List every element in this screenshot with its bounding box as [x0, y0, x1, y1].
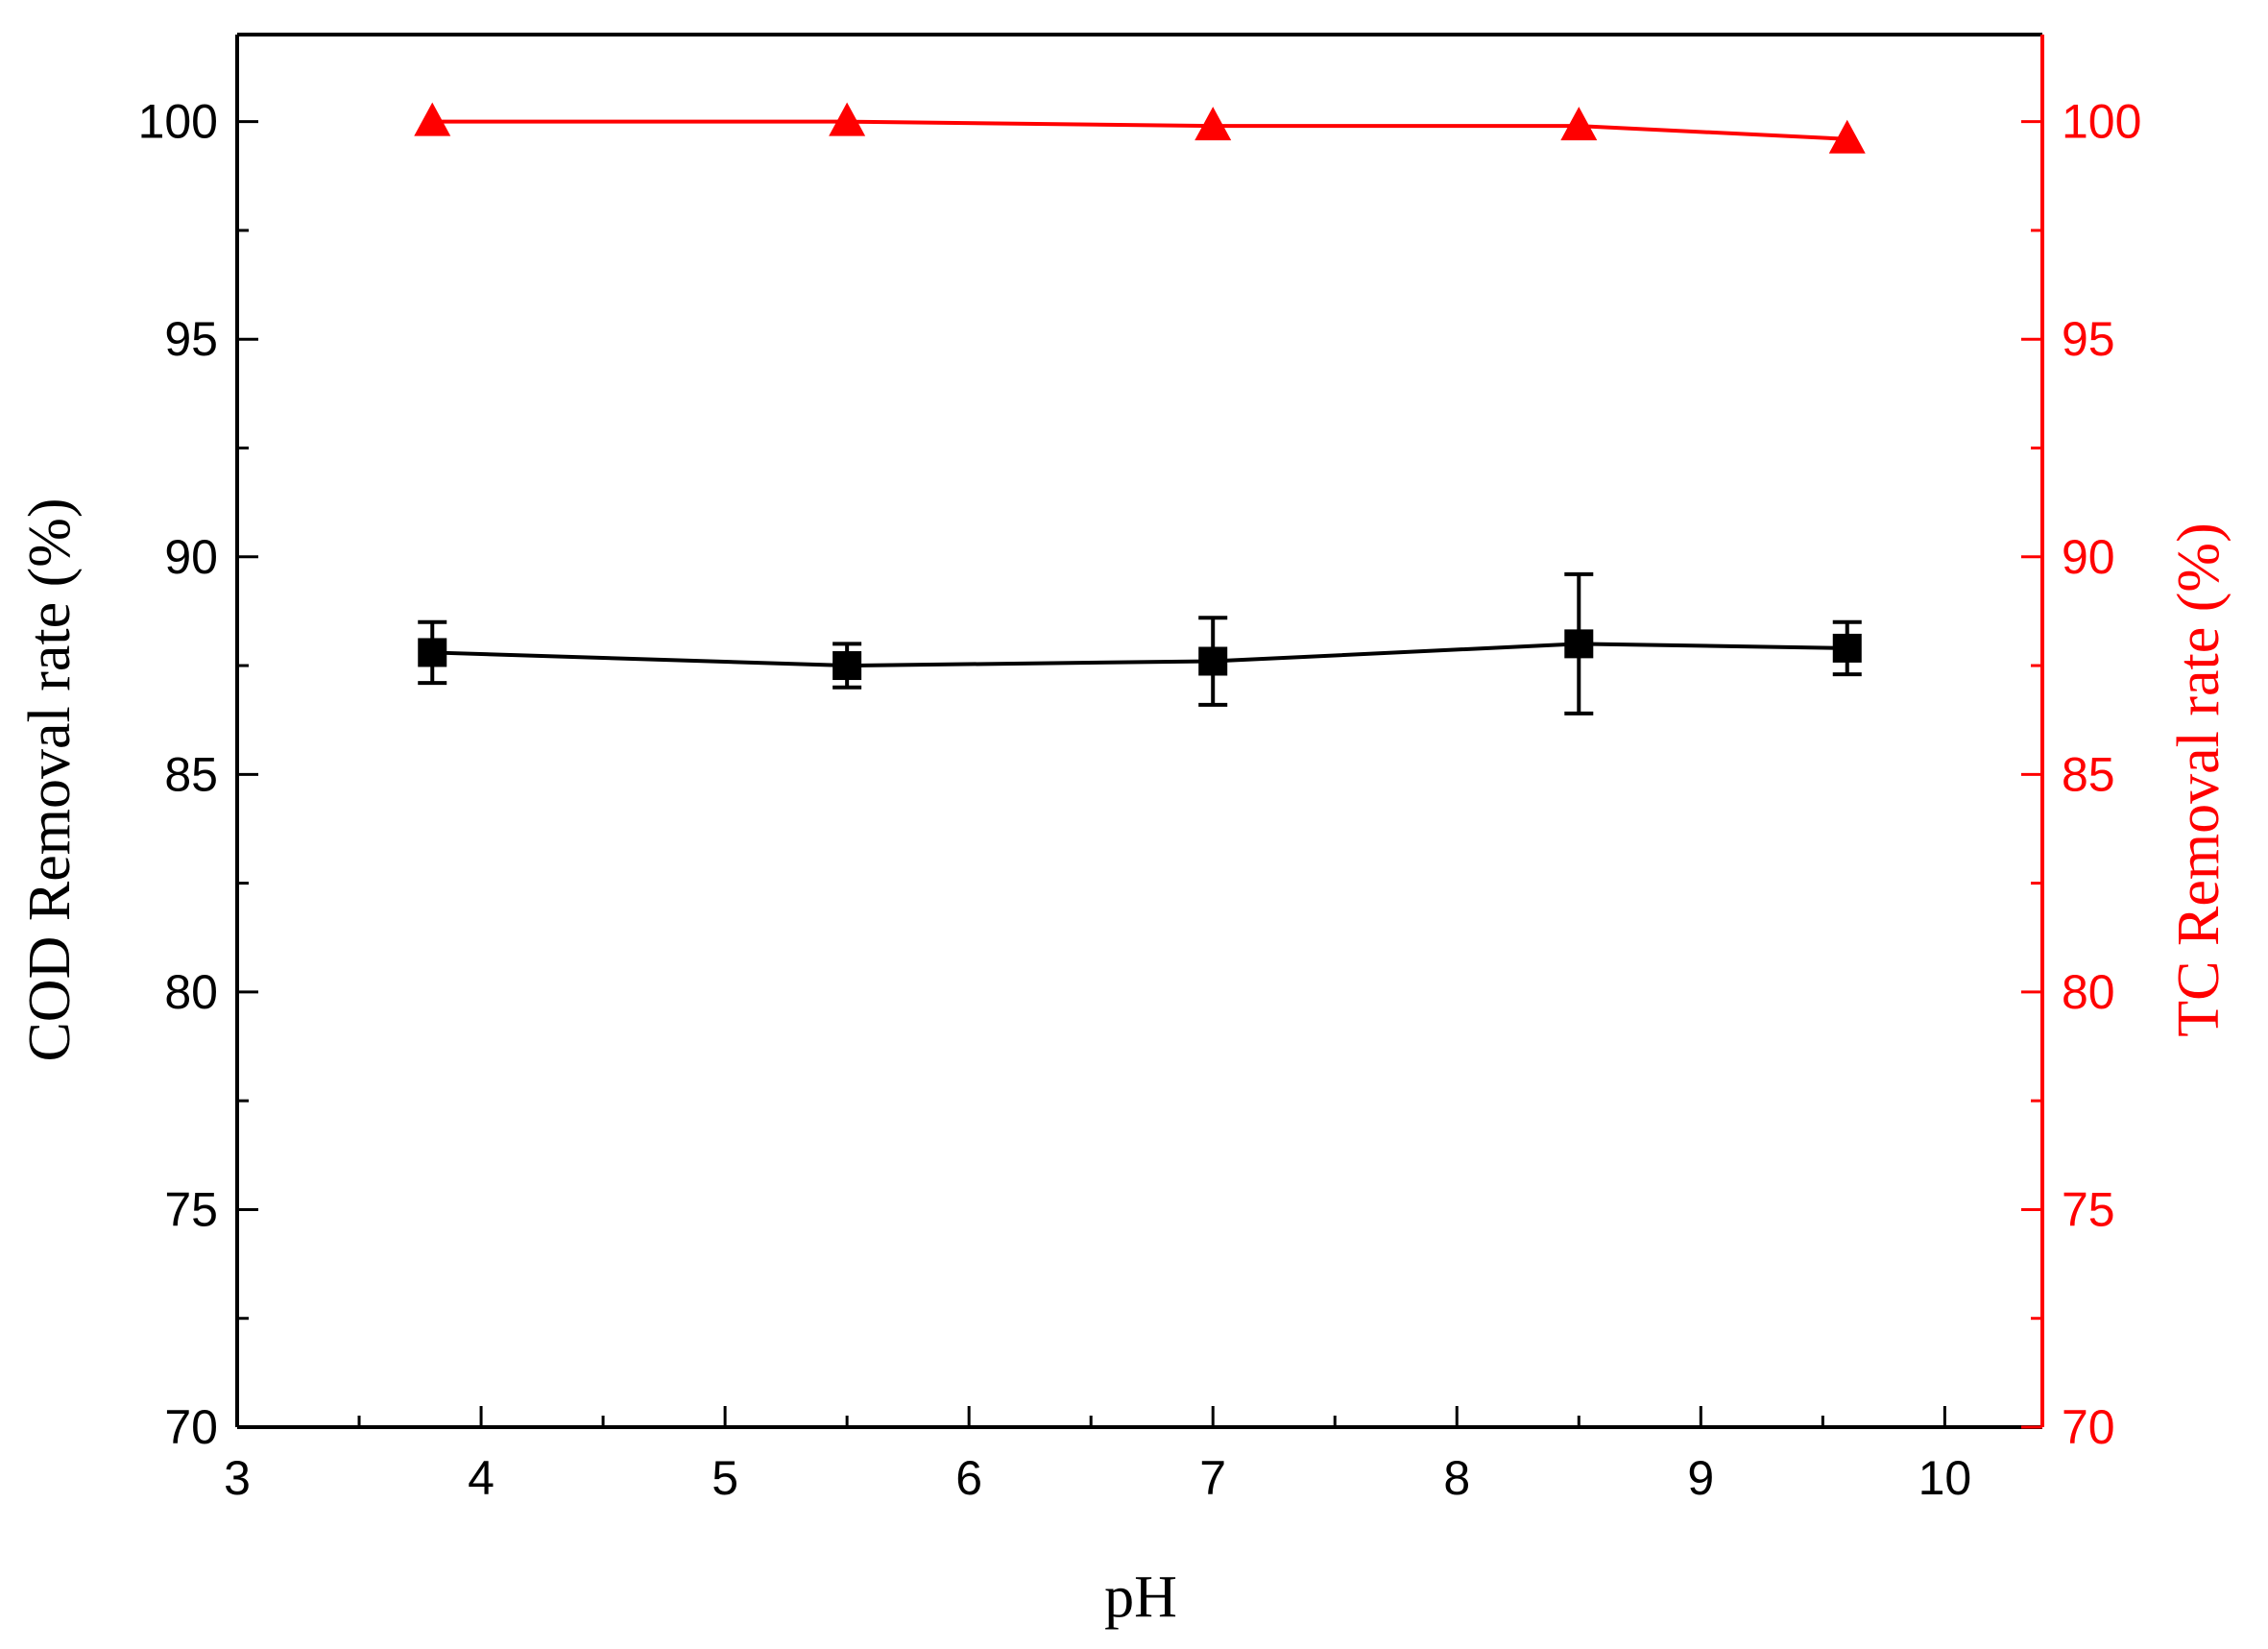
cod-series-line — [432, 642, 1847, 668]
x-tick-label: 4 — [468, 1451, 495, 1505]
tc-data-point-triangle — [1828, 119, 1866, 154]
left-y-axis-ticks: 70 75 80 85 90 95 100 — [138, 95, 258, 1454]
right-y-tick-label: 80 — [2062, 965, 2115, 1019]
x-tick-label: 9 — [1687, 1451, 1714, 1505]
tc-series-line — [432, 119, 1847, 141]
cod-data-point-square — [1564, 629, 1594, 659]
right-y-axis-title: TC Removal rate (%) — [2166, 522, 2232, 1036]
right-y-tick-label: 90 — [2062, 530, 2115, 584]
right-y-tick-label: 95 — [2062, 312, 2115, 366]
x-tick-label: 8 — [1443, 1451, 1470, 1505]
left-y-axis-title: COD Removal rate (%) — [17, 497, 83, 1061]
x-tick-label: 7 — [1199, 1451, 1226, 1505]
cod-data-point-square — [1832, 633, 1862, 663]
x-axis-ticks: 3 4 5 6 7 8 9 10 — [224, 1406, 1971, 1505]
x-tick-label: 3 — [224, 1451, 251, 1505]
left-y-tick-label: 95 — [164, 312, 218, 366]
left-y-tick-label: 75 — [164, 1182, 218, 1236]
tc-data-point-triangle — [414, 102, 451, 136]
tc-data-point-triangle — [1560, 107, 1598, 141]
left-y-tick-label: 70 — [164, 1400, 218, 1454]
series-lines — [432, 119, 1847, 668]
data-markers — [414, 102, 1866, 681]
x-tick-label: 6 — [955, 1451, 982, 1505]
right-y-tick-label: 85 — [2062, 747, 2115, 801]
left-y-tick-label: 80 — [164, 965, 218, 1019]
left-y-tick-label: 100 — [138, 95, 218, 149]
right-y-tick-label: 70 — [2062, 1400, 2115, 1454]
left-y-tick-label: 90 — [164, 530, 218, 584]
right-y-tick-label: 75 — [2062, 1182, 2115, 1236]
cod-data-point-square — [1198, 646, 1228, 676]
x-tick-label: 5 — [712, 1451, 738, 1505]
cod-data-point-square — [418, 638, 447, 667]
plot-frame — [235, 33, 2044, 1429]
tc-data-point-triangle — [1194, 107, 1232, 141]
left-y-tick-label: 85 — [164, 747, 218, 801]
cod-data-point-square — [832, 651, 862, 681]
x-axis-title: pH — [1104, 1564, 1177, 1630]
right-y-axis-ticks: 70 75 80 85 90 95 100 — [2021, 95, 2141, 1454]
x-tick-label: 10 — [1918, 1451, 1972, 1505]
tc-data-point-triangle — [829, 102, 866, 136]
right-y-tick-label: 100 — [2062, 95, 2141, 149]
